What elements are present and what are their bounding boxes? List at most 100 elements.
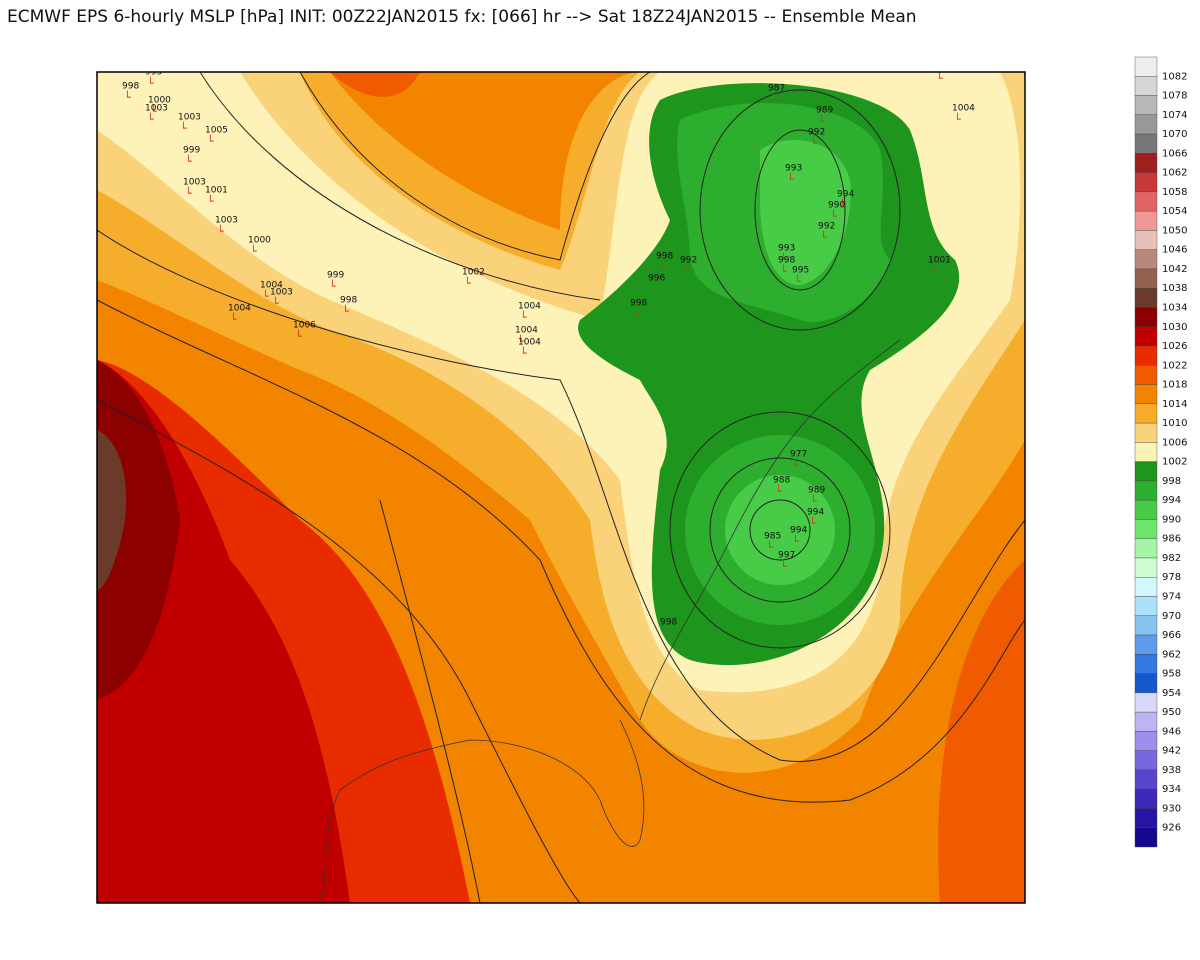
colorbar-swatch xyxy=(1134,634,1158,655)
colorbar-label: 938 xyxy=(1162,765,1181,776)
colorbar-swatch xyxy=(1134,95,1158,116)
pressure-value: 1005 xyxy=(205,126,228,136)
colorbar-label: 1018 xyxy=(1162,380,1187,391)
colorbar-swatch xyxy=(1134,307,1158,327)
pressure-value: 999 xyxy=(183,146,200,156)
colorbar-swatch xyxy=(1134,268,1158,289)
colorbar-swatch xyxy=(1134,56,1158,77)
colorbar-swatch xyxy=(1134,557,1158,578)
colorbar-swatch xyxy=(1134,827,1158,848)
colorbar-label: 1082 xyxy=(1162,71,1187,82)
low-marker: └ xyxy=(272,296,279,310)
coastline xyxy=(319,339,901,903)
low-marker: └ xyxy=(150,104,157,118)
pressure-value: 977 xyxy=(790,450,807,460)
low-marker: └ xyxy=(780,264,787,278)
title: ECMWF EPS 6-hourly MSLP [hPa] INIT: 00Z2… xyxy=(7,7,917,27)
colorbar-label: 994 xyxy=(1162,495,1181,506)
pressure-value: 995 xyxy=(792,266,809,276)
low-marker: └ xyxy=(632,307,639,321)
colorbar-swatch xyxy=(1134,288,1158,308)
low-marker: └ xyxy=(520,310,527,324)
colorbar-label: 1006 xyxy=(1162,437,1187,448)
pressure-value: 1003 xyxy=(178,113,201,123)
colorbar-label: 926 xyxy=(1162,823,1181,834)
pressure-value: 1004 xyxy=(228,304,251,314)
high-pressure-area xyxy=(938,560,1025,903)
colorbar-swatch xyxy=(1134,210,1158,231)
colorbar-label: 1078 xyxy=(1162,91,1187,102)
pressure-value: 998 xyxy=(122,82,139,92)
low-marker: └ xyxy=(787,172,794,186)
colorbar-swatch xyxy=(1134,577,1158,597)
colorbar-label: 990 xyxy=(1162,514,1181,525)
low-marker: └ xyxy=(780,252,787,266)
colorbar-swatch xyxy=(1134,326,1158,347)
low-marker: └ xyxy=(830,209,837,223)
colorbar-swatch xyxy=(1134,442,1158,462)
low-marker: └ xyxy=(207,194,214,208)
colorbar-swatch xyxy=(1134,133,1158,154)
high-pressure-area xyxy=(330,72,420,97)
colorbar-label: 1050 xyxy=(1162,225,1187,236)
colorbar-swatch xyxy=(1134,191,1158,212)
low-pressure-core xyxy=(725,475,835,585)
pressure-value: 1004 xyxy=(518,338,541,348)
low-marker: └ xyxy=(839,198,846,212)
pressure-value: 992 xyxy=(680,256,697,266)
colorbar-label: 1042 xyxy=(1162,264,1187,275)
pressure-value: 1004 xyxy=(260,281,283,291)
colorbar-label: 1070 xyxy=(1162,129,1187,140)
colorbar-swatch xyxy=(1134,711,1158,732)
pressure-value: 998 xyxy=(778,256,795,266)
pressure-value: 1006 xyxy=(293,321,316,331)
pressure-value: 1003 xyxy=(924,56,947,66)
colorbar-label: 962 xyxy=(1162,649,1181,660)
low-marker: └ xyxy=(262,289,269,303)
colorbar-swatch xyxy=(1134,249,1158,270)
map-frame xyxy=(96,71,1026,904)
pressure-value: 994 xyxy=(790,526,807,536)
colorbar-swatch xyxy=(1134,153,1158,173)
low-marker: └ xyxy=(250,244,257,258)
colorbar-swatch xyxy=(1134,788,1158,809)
pressure-value: 996 xyxy=(648,274,665,284)
pressure-value: 1004 xyxy=(952,104,975,114)
colorbar-label: 1074 xyxy=(1162,110,1187,121)
pressure-value: 1003 xyxy=(145,104,168,114)
pressure-value: 1003 xyxy=(270,288,293,298)
low-marker: └ xyxy=(810,494,817,508)
colorbar-label: 1038 xyxy=(1162,283,1187,294)
colorbar-swatch xyxy=(1134,654,1158,674)
low-marker: └ xyxy=(342,304,349,318)
colorbar-label: 966 xyxy=(1162,630,1181,641)
colorbar-label: 1046 xyxy=(1162,245,1187,256)
map: 995└998└ 1000└1003└ 1003└ 1005└999└1003└ 100… xyxy=(97,56,1025,903)
low-marker: └ xyxy=(780,559,787,573)
colorbar-swatch xyxy=(1134,114,1158,135)
colorbar-label: 970 xyxy=(1162,611,1181,622)
colorbar-label: 982 xyxy=(1162,553,1181,564)
pressure-value: 1004 xyxy=(515,326,538,336)
colorbar-swatch xyxy=(1134,615,1158,636)
pressure-value: 993 xyxy=(785,164,802,174)
colorbar-label: 1014 xyxy=(1162,399,1187,410)
pressure-value: 987 xyxy=(768,84,785,94)
colorbar-label: 1066 xyxy=(1162,148,1187,159)
low-marker: └ xyxy=(124,90,131,104)
low-marker: └ xyxy=(794,274,801,288)
low-marker: └ xyxy=(180,121,187,135)
pressure-value: 1003 xyxy=(215,216,238,226)
low-marker: └ xyxy=(295,329,302,343)
colorbar: 1082 1078 1074 1070 1066 1062 1058 1054 1050 1046… xyxy=(1134,56,1187,848)
low-marker: └ xyxy=(185,186,192,200)
pressure-value: 1001 xyxy=(205,186,228,196)
colorbar-label: 1022 xyxy=(1162,360,1187,371)
colorbar-swatch xyxy=(1134,519,1158,539)
colorbar-swatch xyxy=(1134,172,1158,193)
low-marker: └ xyxy=(682,264,689,278)
pressure-value: 1001 xyxy=(928,256,951,266)
colorbar-swatch xyxy=(1134,76,1158,96)
low-marker: └ xyxy=(809,516,816,530)
